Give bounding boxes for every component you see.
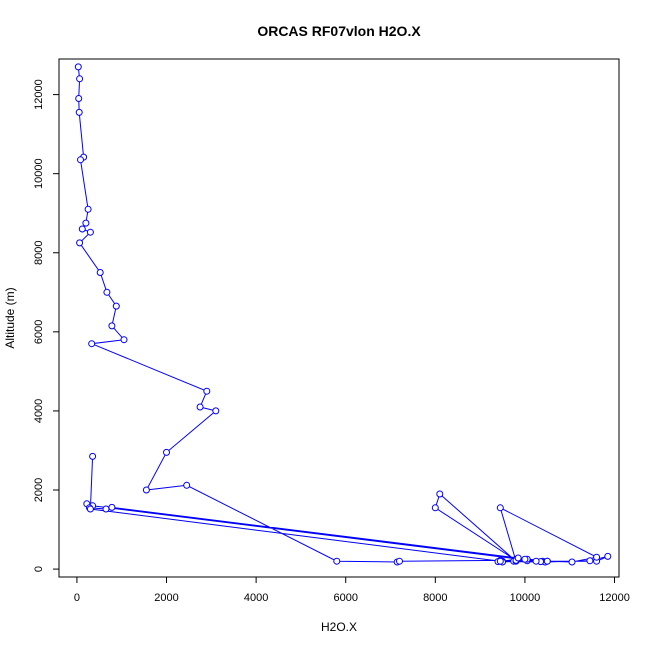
data-point [183,481,191,489]
x-tick-label-1: 2000 [154,592,178,604]
data-point [163,448,170,456]
data-point [102,505,110,513]
data-point [333,557,341,565]
data-point [436,490,444,498]
x-tick-label-5: 10000 [510,592,541,604]
data-point [496,557,504,565]
data-point [203,387,211,395]
x-axis-label: H2O.X [321,620,357,634]
data-point [78,225,86,233]
data-point [396,557,403,565]
data-point [543,557,551,565]
y-tick-label-0: 0 [33,566,45,572]
data-point [212,407,220,415]
x-axis: 0 2000 4000 6000 8000 10000 12000 [74,577,630,604]
data-point [89,452,97,460]
data-point [77,156,84,164]
data-point [108,322,116,330]
chart-title: ORCAS RF07vlon H2O.X [257,23,421,39]
data-point [586,557,594,565]
data-point [86,505,94,513]
x-tick-label-2: 4000 [244,592,268,604]
data-point [196,403,204,411]
y-tick-label-5: 10000 [33,158,45,189]
data-point [103,288,111,296]
data-point [82,219,90,227]
series-line-0 [77,66,608,563]
x-tick-label-3: 6000 [333,592,357,604]
data-point [120,336,128,344]
data-point [532,557,540,565]
data-point [75,95,83,102]
y-tick-label-2: 4000 [33,399,45,423]
y-tick-label-4: 8000 [33,241,45,265]
data-point [76,239,84,247]
data-point [88,340,96,348]
data-point [76,75,84,83]
data-point [75,108,83,116]
series-layer [74,63,612,566]
x-tick-label-0: 0 [74,592,80,604]
data-point [84,205,92,213]
data-point [521,555,529,563]
data-point [142,486,150,494]
data-point [496,504,504,512]
data-point [593,553,601,561]
data-point [74,63,82,71]
y-tick-label-1: 2000 [33,478,45,502]
x-tick-label-4: 8000 [423,592,447,604]
y-tick-label-3: 6000 [33,320,45,344]
y-axis-label: Altitude (m) [3,287,17,348]
y-tick-label-6: 12000 [33,79,45,110]
data-point [514,554,522,562]
data-point [108,503,116,511]
x-tick-label-6: 12000 [599,592,630,604]
plot-frame [58,58,620,578]
data-point [86,228,94,236]
data-point [431,504,439,512]
data-point [112,302,120,310]
data-point [568,558,576,566]
data-point [96,269,104,276]
data-point [604,552,612,560]
y-axis: 0 2000 4000 6000 8000 10000 12000 [33,79,59,572]
